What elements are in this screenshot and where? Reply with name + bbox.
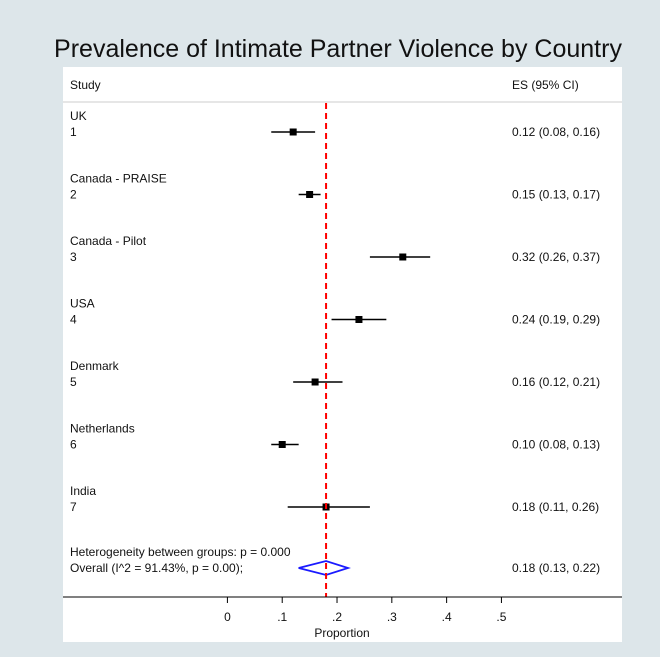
x-tick-label: .5 [496, 610, 506, 624]
study-name: USA [70, 297, 95, 311]
study-name: UK [70, 109, 87, 123]
effect-marker [289, 128, 297, 136]
study-name: Netherlands [70, 422, 135, 436]
study-row: Denmark 5 0.16 (0.12, 0.21) [70, 359, 600, 389]
x-tick-label: .2 [332, 610, 342, 624]
es-label: 0.32 (0.26, 0.37) [512, 250, 600, 264]
x-axis-label: Proportion [314, 626, 369, 640]
overall-diamond [298, 560, 351, 576]
study-row: Netherlands 6 0.10 (0.08, 0.13) [70, 422, 600, 452]
chart-title: Prevalence of Intimate Partner Violence … [54, 35, 622, 63]
study-row: USA 4 0.24 (0.19, 0.29) [70, 297, 600, 327]
study-id: 7 [70, 500, 77, 514]
x-axis-ticks: 0 .1 .2 .3 .4 .5 [224, 597, 507, 624]
study-row: Canada - PRAISE 2 0.15 (0.13, 0.17) [70, 172, 600, 202]
es-label: 0.12 (0.08, 0.16) [512, 125, 600, 139]
study-name: India [70, 484, 96, 498]
es-label: 0.18 (0.11, 0.26) [512, 500, 599, 514]
study-id: 6 [70, 438, 77, 452]
x-tick-label: .1 [277, 610, 287, 624]
x-tick-label: 0 [224, 610, 231, 624]
es-label: 0.24 (0.19, 0.29) [512, 313, 600, 327]
heterogeneity-text: Heterogeneity between groups: p = 0.000 [70, 545, 291, 559]
study-name: Canada - Pilot [70, 234, 147, 248]
es-label: 0.10 (0.08, 0.13) [512, 438, 600, 452]
es-label: 0.16 (0.12, 0.21) [512, 375, 600, 389]
study-row: India 7 0.18 (0.11, 0.26) [70, 484, 599, 514]
effect-marker [399, 253, 407, 261]
x-tick-label: .3 [387, 610, 397, 624]
study-row: Canada - Pilot 3 0.32 (0.26, 0.37) [70, 234, 600, 264]
overall-row: Heterogeneity between groups: p = 0.000 … [70, 545, 600, 576]
study-id: 3 [70, 250, 77, 264]
effect-marker [306, 191, 314, 198]
plot-area [63, 67, 622, 597]
study-name: Denmark [70, 359, 120, 373]
study-id: 4 [70, 313, 77, 327]
axis-area [63, 597, 622, 642]
effect-marker [355, 316, 363, 323]
overall-label: Overall (I^2 = 91.43%, p = 0.00); [70, 561, 243, 575]
es-column-header: ES (95% CI) [512, 78, 579, 92]
study-rows: UK 1 0.12 (0.08, 0.16) Canada - PRAISE 2 0.15… [70, 109, 600, 514]
study-id: 2 [70, 188, 77, 202]
es-label: 0.15 (0.13, 0.17) [512, 188, 600, 202]
study-id: 5 [70, 375, 77, 389]
effect-marker [311, 378, 319, 386]
study-row: UK 1 0.12 (0.08, 0.16) [70, 109, 600, 139]
study-name: Canada - PRAISE [70, 172, 167, 186]
effect-marker [278, 441, 286, 448]
study-column-header: Study [70, 78, 101, 92]
study-id: 1 [70, 125, 77, 139]
overall-es-label: 0.18 (0.13, 0.22) [512, 561, 600, 575]
x-tick-label: .4 [442, 610, 452, 624]
